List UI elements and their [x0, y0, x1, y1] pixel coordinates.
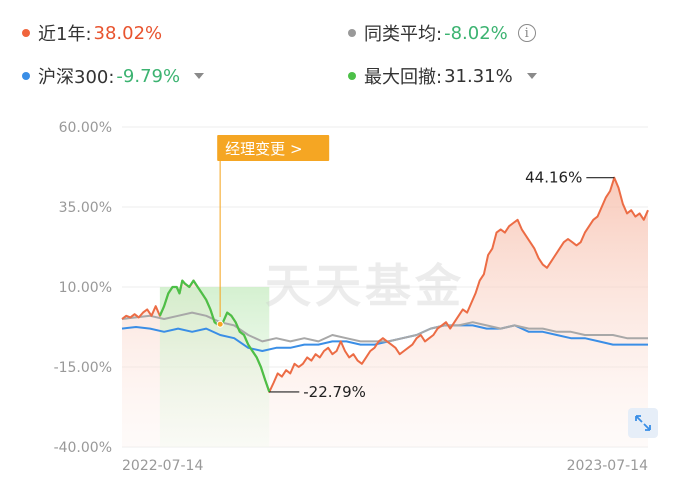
manager-change-point: [216, 320, 224, 328]
y-tick-label: 35.00%: [59, 200, 112, 216]
expand-chart-button[interactable]: [628, 408, 658, 438]
legend-hs300-dot: [22, 72, 30, 80]
drawdown-line: [158, 279, 271, 393]
y-tick-label: 10.00%: [59, 280, 112, 296]
legend-peer-average-value: -8.02%: [444, 22, 508, 44]
expand-icon: [635, 415, 651, 431]
legend-peer-average-label: 同类平均:: [364, 24, 443, 45]
legend-max-drawdown-dot: [348, 72, 356, 80]
legend-fund-dot: [22, 29, 30, 37]
legend-max-drawdown-value: 31.31%: [444, 65, 513, 87]
chevron-down-icon[interactable]: [194, 73, 205, 79]
manager-change-label: 经理变更 >: [225, 140, 302, 158]
manager-change-flag: [217, 135, 330, 161]
legend-max-drawdown-label: 最大回撤:: [364, 67, 443, 88]
legend-hs300[interactable]: 沪深300: -9.79%: [22, 63, 205, 89]
legend-fund-label: 近1年:: [38, 24, 92, 45]
min-value-label: -22.79%: [303, 383, 366, 401]
legend-hs300-label: 沪深300:: [38, 67, 115, 88]
legend-max-drawdown[interactable]: 最大回撤: 31.31%: [348, 63, 537, 89]
chevron-down-icon[interactable]: [526, 73, 537, 79]
legend-fund-value: 38.02%: [93, 22, 163, 44]
legend-peer-average-dot: [348, 29, 356, 37]
info-icon[interactable]: i: [517, 24, 536, 42]
legend-hs300-value: -9.79%: [116, 65, 181, 87]
x-tick-label: 2023-07-14: [567, 458, 648, 474]
drawdown-region: [159, 287, 270, 447]
legend-fund: 近1年: 38.02%: [22, 20, 162, 46]
watermark: 天天基金: [265, 259, 465, 313]
y-tick-label: 60.00%: [59, 120, 112, 136]
legend-peer-average: 同类平均: -8.02% i: [348, 20, 536, 46]
y-tick-label: -40.00%: [54, 440, 112, 456]
y-tick-label: -15.00%: [54, 360, 112, 376]
max-value-label: 44.16%: [525, 169, 582, 187]
x-tick-label: 2022-07-14: [122, 458, 203, 474]
